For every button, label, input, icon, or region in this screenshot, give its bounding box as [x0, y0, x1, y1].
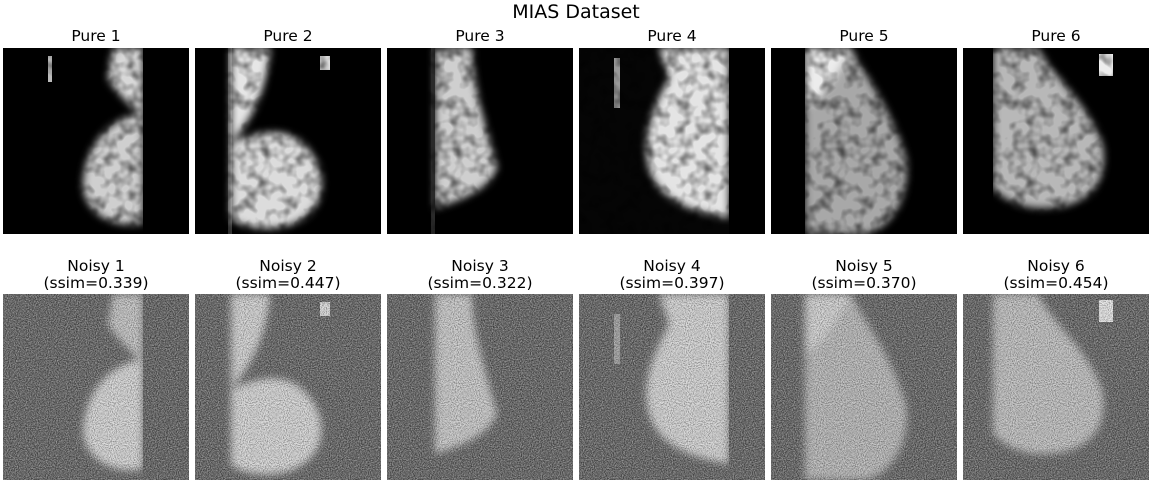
noisy-title: Noisy 3 (ssim=0.322)	[387, 258, 573, 292]
noisy-title-line1: Noisy 3	[451, 257, 509, 275]
noisy-title-line1: Noisy 4	[643, 257, 701, 275]
noisy-mammogram-image	[387, 294, 573, 480]
pure-title: Pure 3	[455, 27, 505, 45]
pure-mammogram-image	[387, 48, 573, 234]
noisy-mammogram-image	[771, 294, 957, 480]
noisy-title-line1: Noisy 2	[259, 257, 317, 275]
pure-mammogram-image	[963, 48, 1149, 234]
noisy-title: Noisy 1 (ssim=0.339)	[3, 258, 189, 292]
noisy-image-row	[0, 294, 1152, 480]
noisy-mammogram-image	[579, 294, 765, 480]
figure-title: MIAS Dataset	[512, 1, 640, 23]
noisy-title-line1: Noisy 1	[67, 257, 125, 275]
noisy-ssim-label: (ssim=0.339)	[43, 274, 149, 292]
pure-title: Pure 1	[71, 27, 121, 45]
pure-mammogram-image	[771, 48, 957, 234]
pure-title: Pure 5	[839, 27, 889, 45]
noisy-mammogram-image	[963, 294, 1149, 480]
pure-mammogram-image	[3, 48, 189, 234]
pure-title: Pure 4	[647, 27, 697, 45]
noisy-ssim-label: (ssim=0.322)	[427, 274, 533, 292]
noisy-title-line1: Noisy 5	[835, 257, 893, 275]
noisy-title: Noisy 6 (ssim=0.454)	[963, 258, 1149, 292]
noisy-title: Noisy 2 (ssim=0.447)	[195, 258, 381, 292]
pure-mammogram-image	[579, 48, 765, 234]
noisy-mammogram-image	[195, 294, 381, 480]
pure-title: Pure 6	[1031, 27, 1081, 45]
noisy-ssim-label: (ssim=0.447)	[235, 274, 341, 292]
noisy-title: Noisy 5 (ssim=0.370)	[771, 258, 957, 292]
noisy-ssim-label: (ssim=0.454)	[1003, 274, 1109, 292]
pure-title: Pure 2	[263, 27, 313, 45]
noisy-mammogram-image	[3, 294, 189, 480]
noisy-ssim-label: (ssim=0.397)	[619, 274, 725, 292]
noisy-title: Noisy 4 (ssim=0.397)	[579, 258, 765, 292]
pure-image-row	[0, 48, 1152, 234]
noisy-ssim-label: (ssim=0.370)	[811, 274, 917, 292]
pure-mammogram-image	[195, 48, 381, 234]
noisy-title-line1: Noisy 6	[1027, 257, 1085, 275]
